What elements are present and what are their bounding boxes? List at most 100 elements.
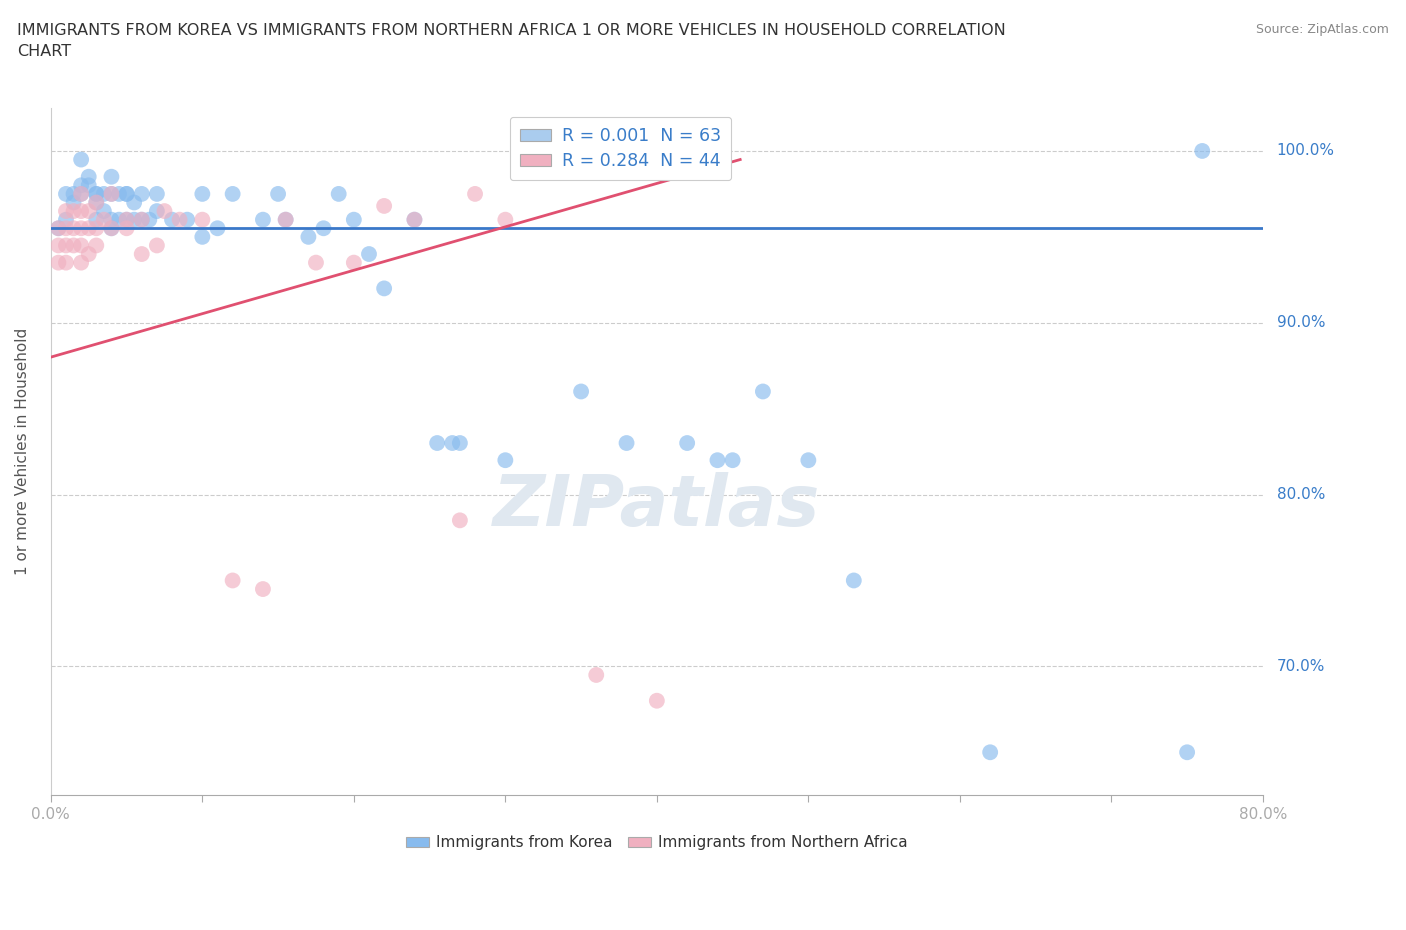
Point [115,220,138,235]
Point [84,195,107,210]
Point [70,178,93,193]
Point [146,238,169,253]
Point [48,238,70,253]
Point [138,212,160,227]
Point [274,212,297,227]
Point [115,186,138,201]
Point [77,246,100,261]
Point [221,186,243,201]
Point [252,212,274,227]
Point [153,204,176,219]
Point [93,204,115,219]
Point [70,220,93,235]
Point [676,435,699,450]
Text: 70.0%: 70.0% [1277,658,1324,674]
Point [191,186,214,201]
Point [93,186,115,201]
Point [1175,745,1198,760]
Text: Source: ZipAtlas.com: Source: ZipAtlas.com [1256,23,1389,36]
Point [616,435,638,450]
Point [108,212,131,227]
Point [752,384,775,399]
Point [62,186,84,201]
Point [70,186,93,201]
Point [449,513,471,528]
Point [131,246,153,261]
Point [979,745,1001,760]
Point [100,169,122,184]
Point [585,668,607,683]
Point [160,212,183,227]
Point [70,186,93,201]
Point [721,453,744,468]
Legend: Immigrants from Korea, Immigrants from Northern Africa: Immigrants from Korea, Immigrants from N… [399,829,914,857]
Point [84,186,107,201]
Point [146,186,169,201]
Point [100,220,122,235]
Point [176,212,198,227]
Point [312,220,335,235]
Point [426,435,449,450]
Point [55,255,77,270]
Point [797,453,820,468]
Point [706,453,728,468]
Point [267,186,290,201]
Point [48,220,70,235]
Point [77,204,100,219]
Point [343,255,366,270]
Point [84,212,107,227]
Point [77,220,100,235]
Point [84,220,107,235]
Point [93,212,115,227]
Point [131,186,153,201]
Point [464,186,486,201]
Point [494,212,516,227]
Point [645,693,668,708]
Point [274,212,297,227]
Point [100,220,122,235]
Point [305,255,328,270]
Point [252,581,274,596]
Point [77,178,100,193]
Point [297,230,319,245]
Point [55,212,77,227]
Point [115,212,138,227]
Text: IMMIGRANTS FROM KOREA VS IMMIGRANTS FROM NORTHERN AFRICA 1 OR MORE VEHICLES IN H: IMMIGRANTS FROM KOREA VS IMMIGRANTS FROM… [17,23,1005,60]
Point [55,238,77,253]
Point [100,212,122,227]
Point [404,212,426,227]
Point [115,186,138,201]
Point [207,220,229,235]
Point [70,204,93,219]
Point [1191,143,1213,158]
Point [449,435,471,450]
Point [48,255,70,270]
Point [122,195,145,210]
Point [55,186,77,201]
Point [84,195,107,210]
Point [373,281,395,296]
Point [441,435,464,450]
Point [357,246,380,261]
Point [122,212,145,227]
Text: 100.0%: 100.0% [1277,143,1334,158]
Point [169,212,191,227]
Point [842,573,865,588]
Point [343,212,366,227]
Point [404,212,426,227]
Text: 80.0%: 80.0% [1277,487,1324,502]
Point [62,220,84,235]
Point [70,153,93,167]
Point [328,186,350,201]
Point [48,220,70,235]
Point [70,238,93,253]
Point [191,230,214,245]
Point [146,204,169,219]
Point [55,220,77,235]
Point [108,186,131,201]
Point [115,212,138,227]
Point [100,186,122,201]
Y-axis label: 1 or more Vehicles in Household: 1 or more Vehicles in Household [15,328,30,576]
Point [84,186,107,201]
Point [62,204,84,219]
